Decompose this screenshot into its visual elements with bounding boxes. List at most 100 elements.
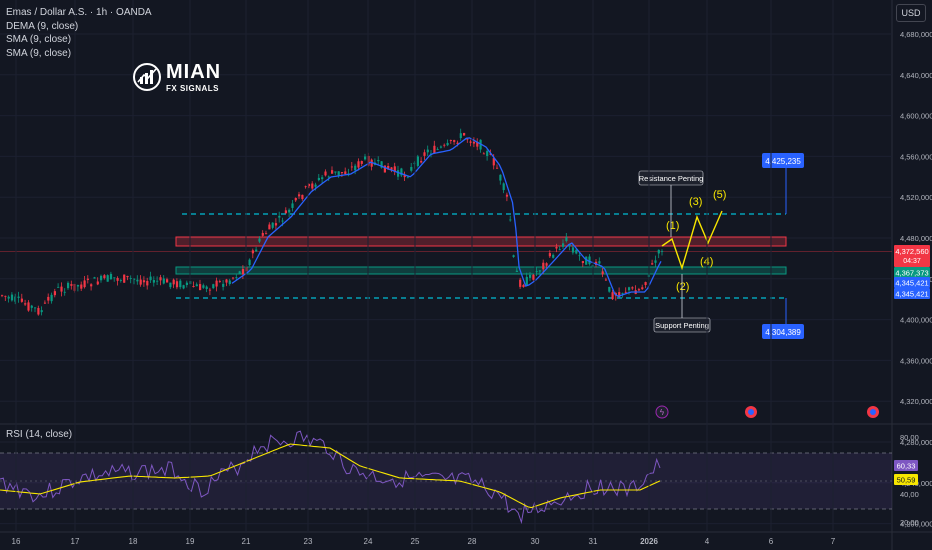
candle-body (291, 203, 294, 208)
currency-button[interactable]: USD (896, 4, 926, 22)
event-lightning-icon[interactable] (655, 405, 669, 419)
price-tag-current[interactable]: 4,372,560 04:37 (894, 245, 930, 267)
candle-body (251, 250, 254, 254)
candle-body (126, 275, 129, 278)
indicator-sma-2[interactable]: SMA (9, close) (6, 47, 72, 59)
price-tag-blue-1[interactable]: 4,345,421 (894, 277, 930, 288)
candle-body (443, 144, 446, 146)
candle-body (212, 284, 215, 289)
time-tick-label: 25 (411, 537, 420, 546)
support-zone[interactable] (175, 266, 787, 275)
candle-body (67, 282, 70, 289)
rsi-axis[interactable]: 80,00 40,00 20,00 (900, 433, 919, 527)
candle-body (331, 170, 334, 174)
candle-body (106, 275, 109, 282)
target-high-badge[interactable] (762, 153, 804, 168)
candle-body (60, 286, 63, 292)
rsi-line[interactable] (0, 430, 661, 525)
rsi-ma-line[interactable] (0, 443, 661, 509)
candle-body (179, 280, 182, 288)
candle-body (502, 183, 505, 191)
candle-body (248, 259, 251, 266)
candle-body (628, 287, 631, 291)
time-axis[interactable]: 16 17 18 19 21 23 24 25 28 30 31 2026 4 6 7 (12, 0, 836, 546)
candle-body (364, 156, 367, 160)
candle-body (604, 279, 608, 281)
candle-body (123, 274, 126, 283)
candle-body (218, 281, 221, 283)
candle-body (400, 168, 403, 176)
candle-body (644, 282, 647, 286)
candle-body (24, 303, 27, 305)
candle-body (301, 194, 304, 200)
chart-legend[interactable]: Emas / Dollar A.S. · 1h · OANDA DEMA (9,… (6, 6, 152, 60)
support-callout[interactable] (653, 317, 711, 333)
candle-body (205, 286, 208, 289)
candle-body (469, 141, 472, 143)
resistance-callout[interactable] (638, 170, 704, 186)
symbol-title[interactable]: Emas / Dollar A.S. · 1h · OANDA (6, 7, 152, 18)
candle-body (562, 243, 565, 247)
candle-body (255, 249, 258, 252)
candle-body (390, 167, 393, 170)
candle-body (192, 286, 195, 288)
resistance-zone[interactable] (175, 236, 787, 247)
target-low-badge[interactable] (762, 324, 804, 339)
candle-body (426, 149, 429, 153)
flag-icon (748, 409, 754, 415)
candle-body (27, 302, 30, 311)
time-tick-label: 7 (831, 537, 836, 546)
indicator-dema[interactable]: DEMA (9, close) (6, 20, 79, 32)
candle-body (337, 171, 340, 176)
candle-body (545, 263, 548, 266)
candle-body (304, 186, 307, 188)
candle-body (538, 270, 542, 272)
support-callout-label: Support Penting (655, 321, 709, 330)
flag-icon-2 (870, 409, 876, 415)
rsi-title[interactable]: RSI (14, close) (6, 429, 73, 440)
candle-body (113, 277, 116, 279)
candle-body (529, 274, 532, 278)
indicator-sma-1[interactable]: SMA (9, close) (6, 34, 72, 45)
logo-wordmark: MIAN (166, 61, 222, 83)
rsi-ma-tag[interactable]: 50,59 (894, 474, 918, 485)
time-tick-label: 23 (304, 537, 313, 546)
price-tick-label: 4,520,000 (900, 193, 932, 202)
candle-body (50, 294, 53, 302)
rsi-tick-label: 40,00 (900, 490, 919, 499)
candle-body (383, 165, 386, 173)
candle-body (57, 286, 60, 288)
candle-body (17, 296, 20, 298)
candle-body (278, 215, 281, 218)
candle-body (499, 174, 502, 181)
price-tick-label: 4,360,000 (900, 356, 932, 365)
price-tag-blue-2[interactable]: 4,345,421 (894, 288, 930, 299)
candle-body (532, 274, 535, 280)
candle-body (552, 254, 555, 258)
rsi-tag-value: 60,33 (897, 462, 916, 471)
price-tag-green[interactable]: 4,367,373 (894, 267, 930, 278)
time-tick-label: 4 (705, 537, 710, 546)
candle-body (446, 142, 449, 146)
candle-body (588, 256, 591, 265)
candle-body (182, 285, 185, 289)
candle-body (568, 244, 571, 247)
candle-body (327, 176, 330, 178)
candle-body (393, 166, 396, 172)
rsi-tag[interactable]: 60,33 (894, 460, 918, 471)
candle-body (136, 279, 139, 282)
candle-body (93, 277, 96, 279)
candle-body (459, 133, 462, 139)
candle-body (70, 284, 73, 286)
candle-body (265, 233, 268, 235)
candle-body (14, 296, 17, 302)
dema-line[interactable] (231, 137, 662, 298)
wave-label-5: (5) (713, 189, 726, 201)
wave-projection[interactable] (661, 210, 723, 271)
price-tick-label: 4,680,000 (900, 30, 932, 39)
candle-body (7, 296, 10, 299)
candle-body (317, 177, 320, 181)
logo-emblem-icon (133, 63, 161, 91)
candle-body (377, 160, 380, 162)
